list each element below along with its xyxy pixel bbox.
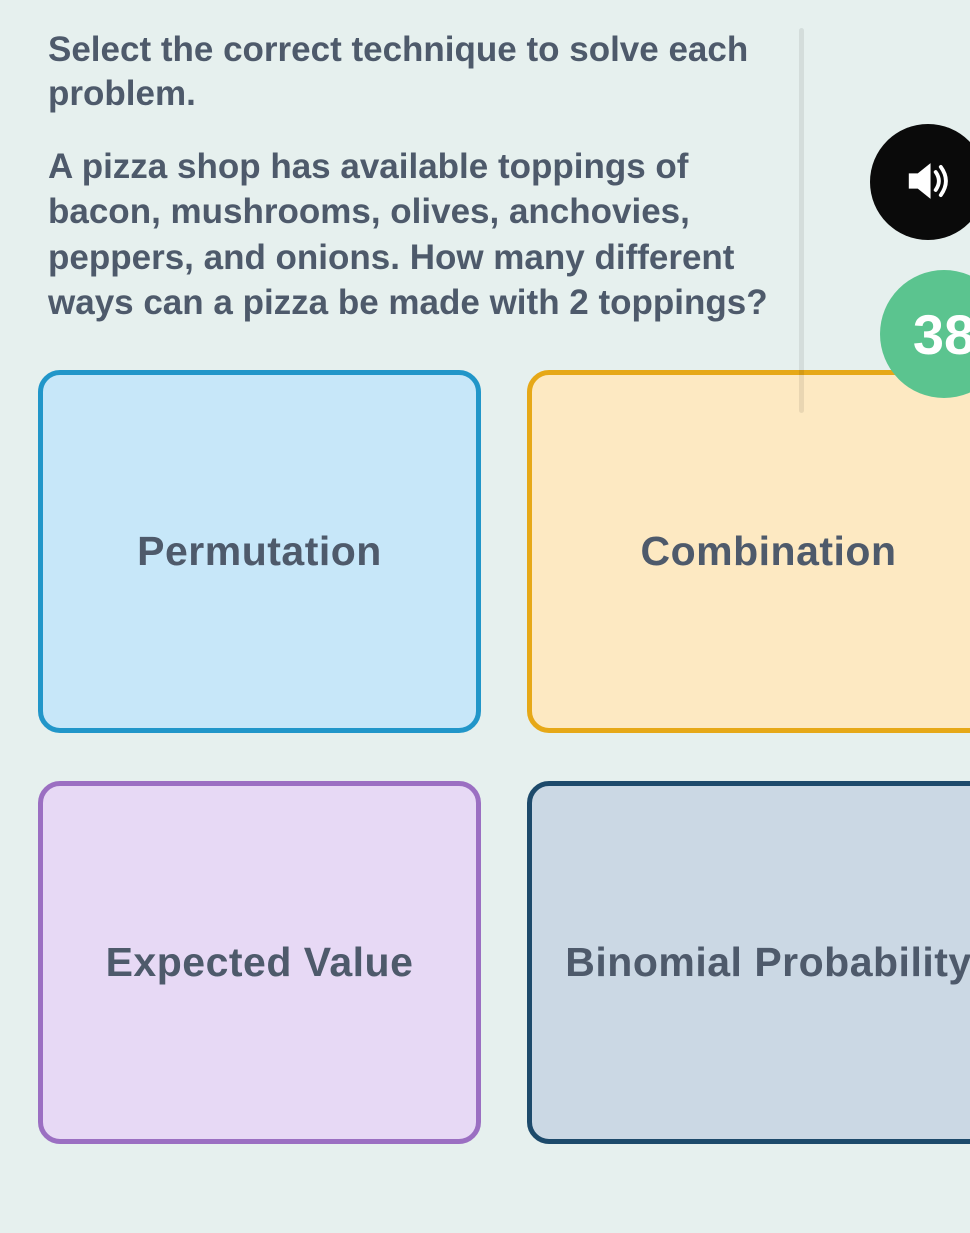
option-label: Binomial Probability — [565, 939, 970, 986]
options-grid: Permutation Combination Expected Value B… — [0, 350, 970, 1164]
question-text: A pizza shop has available toppings of b… — [48, 144, 780, 326]
timer-value: 38 — [913, 302, 970, 367]
option-label: Combination — [640, 528, 896, 575]
option-binomial-probability[interactable]: Binomial Probability — [527, 781, 970, 1144]
option-label: Permutation — [137, 528, 382, 575]
option-expected-value[interactable]: Expected Value — [38, 781, 481, 1144]
sound-button[interactable] — [870, 124, 970, 240]
timer-badge: 38 — [880, 270, 970, 398]
option-combination[interactable]: Combination — [527, 370, 970, 733]
side-controls: 38 — [842, 124, 970, 398]
speaker-icon — [896, 149, 960, 216]
option-label: Expected Value — [106, 939, 414, 986]
option-permutation[interactable]: Permutation — [38, 370, 481, 733]
scrollbar-track[interactable] — [799, 28, 804, 413]
instruction-text: Select the correct technique to solve ea… — [48, 28, 780, 116]
question-header: Select the correct technique to solve ea… — [0, 0, 970, 350]
